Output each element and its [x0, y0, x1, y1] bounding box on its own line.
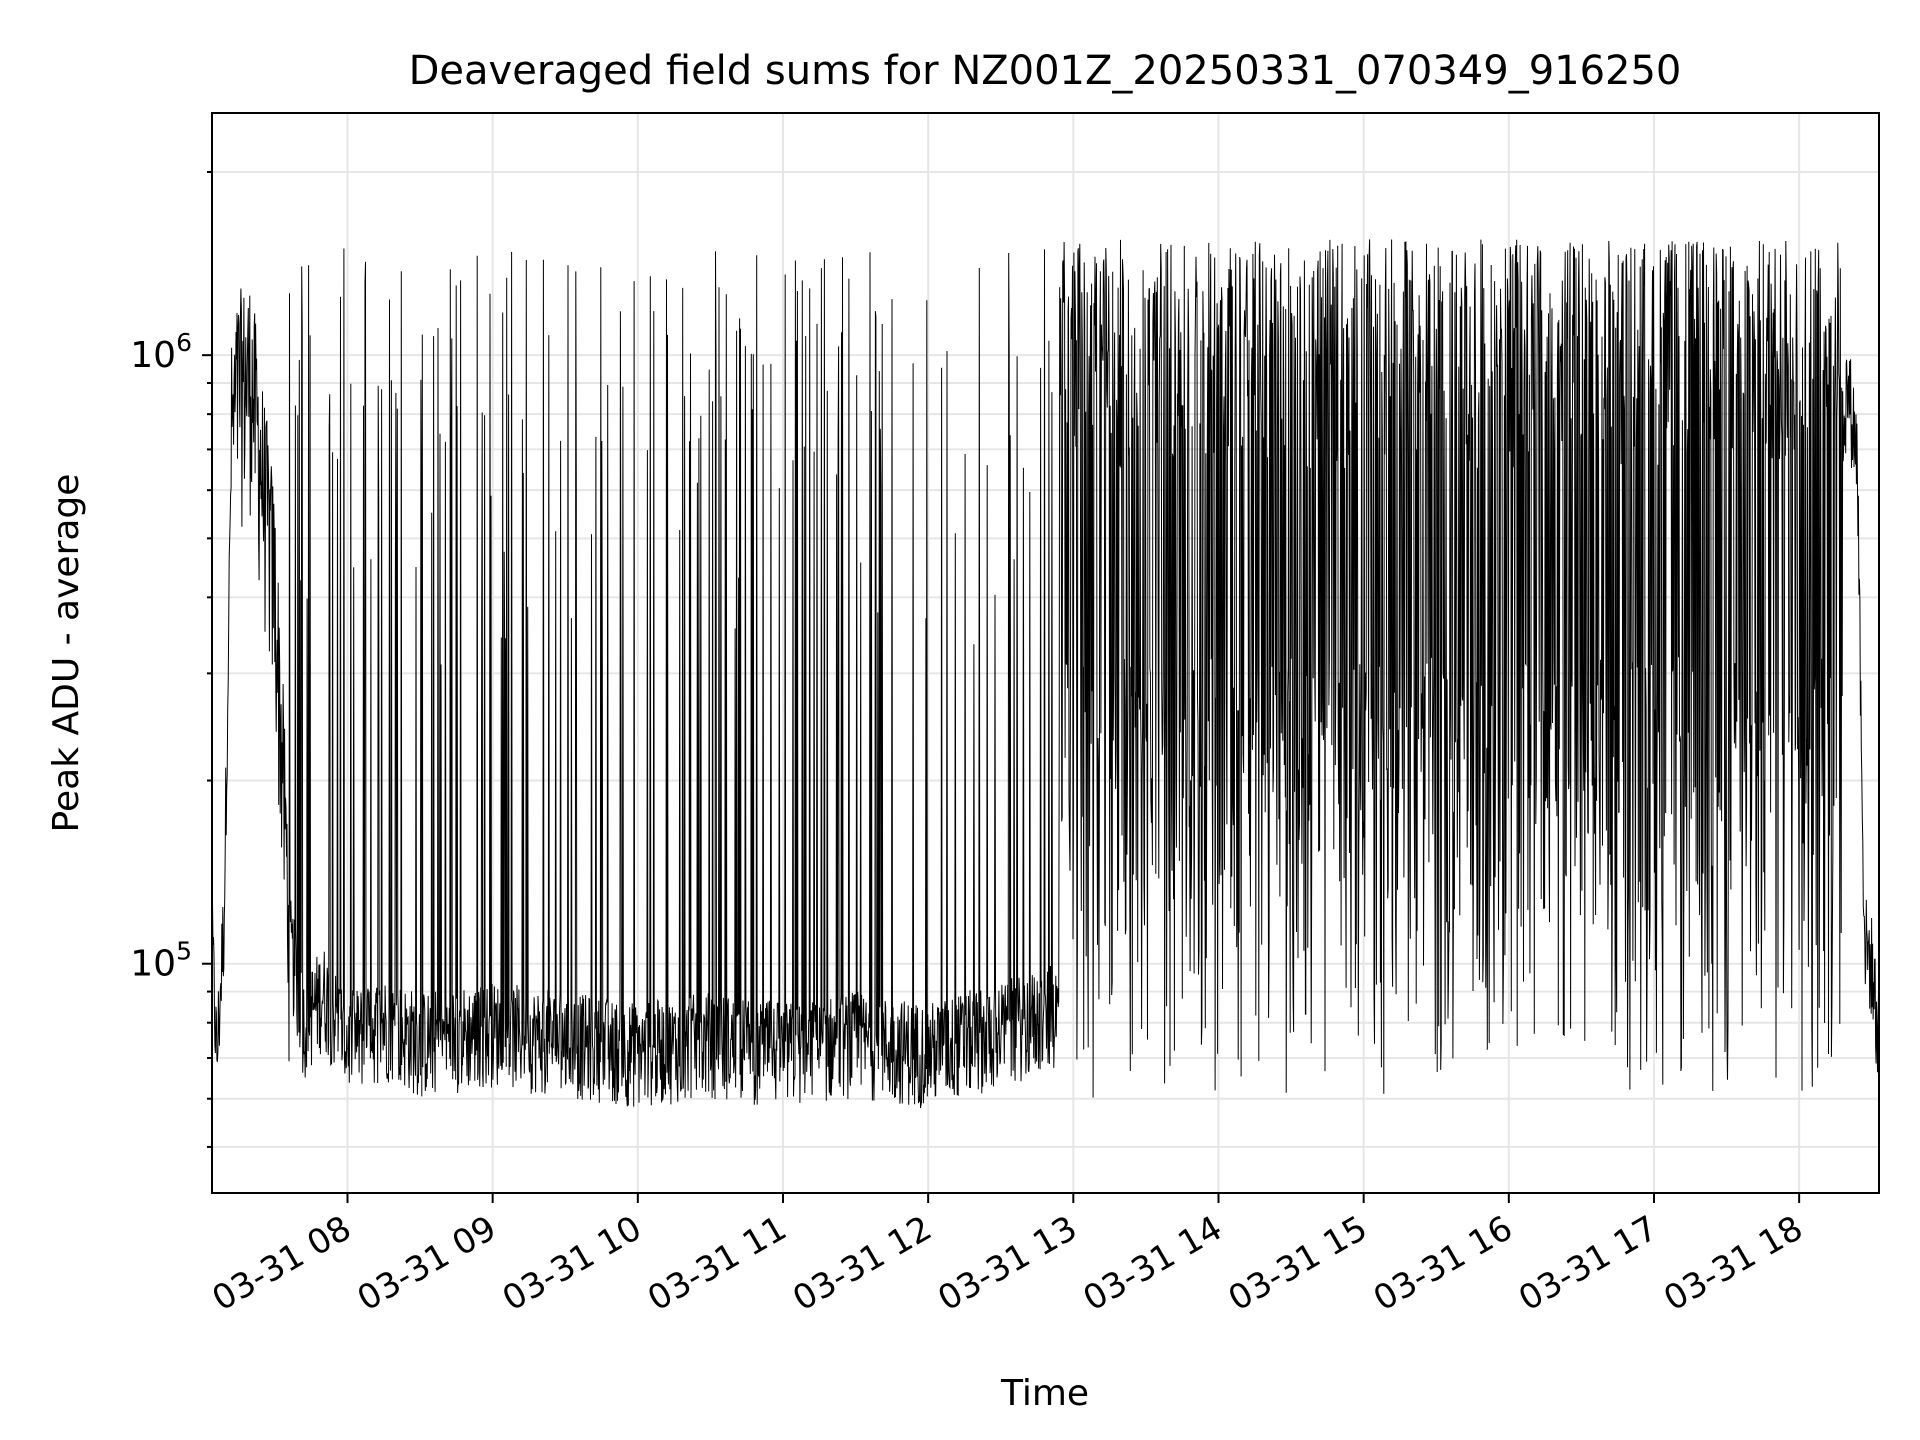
y-axis-label: Peak ADU - average	[46, 474, 87, 833]
y-tick-label: 106	[130, 328, 192, 376]
series-line	[211, 239, 1880, 1109]
data-layer	[211, 239, 1880, 1109]
y-tick-label: 105	[130, 937, 192, 985]
plot-frame	[211, 112, 1880, 1194]
y-axis: 105 106	[130, 170, 212, 1148]
chart-title: Deaveraged field sums for NZ001Z_2025033…	[409, 48, 1682, 94]
x-axis-label: Time	[1000, 1373, 1089, 1414]
